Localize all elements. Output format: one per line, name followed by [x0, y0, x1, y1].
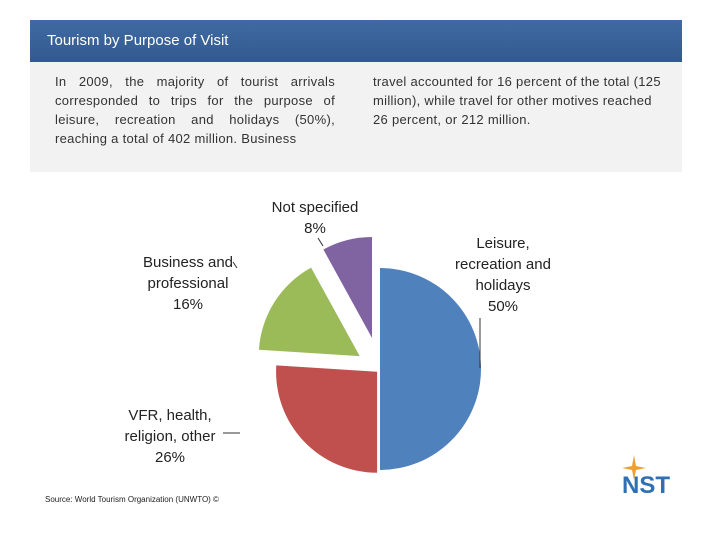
- logo-star: [622, 455, 646, 480]
- category-label: Not specified: [271, 199, 359, 216]
- logo-text: NST: [622, 472, 670, 499]
- value-label: 50%: [487, 298, 519, 315]
- leader-line: [232, 261, 238, 269]
- slice-label: Business and professional 16%: [128, 252, 248, 315]
- header-title: Tourism by Purpose of Visit: [30, 20, 682, 62]
- slice-label: Leisure, recreation and holidays 50%: [443, 233, 563, 317]
- pie-slice: [258, 267, 360, 357]
- value-label: 26%: [154, 449, 186, 466]
- text-column: travel accounted for 16 percent of the t…: [373, 74, 661, 127]
- source-note: Source: World Tourism Organization (UNWT…: [45, 495, 219, 504]
- pie-slice: [323, 237, 373, 339]
- text-panel: [30, 62, 682, 172]
- leader-line: [317, 237, 324, 247]
- category-label: Leisure, recreation and holidays: [455, 235, 551, 294]
- category-label: Business and professional: [142, 254, 234, 292]
- slice-label: VFR, health, religion, other 26%: [110, 405, 230, 468]
- slice-label: Not specified 8%: [255, 197, 375, 239]
- pie-slice: [380, 268, 481, 470]
- category-label: VFR, health, religion, other: [124, 407, 216, 445]
- pie-slice: [276, 365, 378, 473]
- text-column: In 2009, the majority of tourist arrival…: [55, 74, 335, 146]
- value-label: 16%: [172, 296, 204, 313]
- value-label: 8%: [304, 220, 326, 237]
